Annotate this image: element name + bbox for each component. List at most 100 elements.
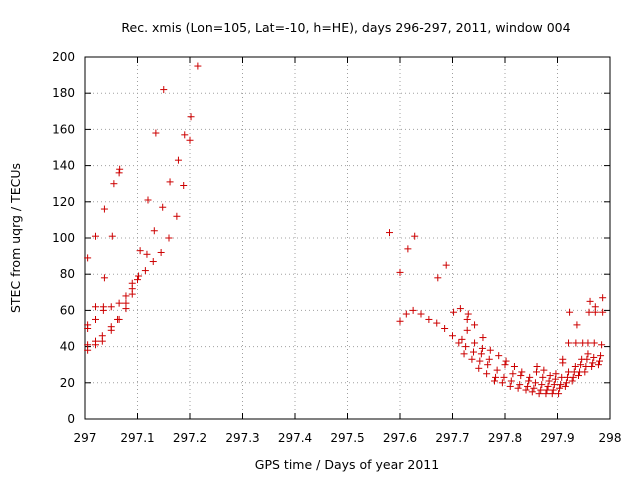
data-point bbox=[187, 113, 195, 121]
data-point bbox=[573, 321, 581, 329]
y-tick-label: 140 bbox=[52, 159, 75, 173]
data-point bbox=[159, 203, 167, 211]
data-point bbox=[456, 305, 464, 313]
data-point bbox=[165, 234, 173, 242]
data-point bbox=[92, 232, 99, 240]
data-point bbox=[462, 343, 470, 351]
x-tick-label: 297.9 bbox=[540, 431, 574, 445]
data-point bbox=[524, 382, 532, 390]
data-point bbox=[525, 377, 533, 385]
data-point bbox=[449, 332, 456, 340]
data-point bbox=[84, 341, 92, 349]
y-tick-label: 80 bbox=[60, 267, 75, 281]
data-point bbox=[543, 386, 551, 394]
data-point bbox=[485, 355, 493, 363]
data-point bbox=[589, 359, 597, 367]
data-point bbox=[157, 248, 165, 256]
data-point bbox=[411, 232, 419, 240]
data-point bbox=[585, 308, 593, 316]
data-point bbox=[596, 357, 603, 365]
x-tick-label: 297 bbox=[74, 431, 97, 445]
data-point bbox=[84, 254, 92, 262]
x-tick-label: 297.7 bbox=[435, 431, 469, 445]
data-point bbox=[562, 379, 570, 387]
data-point bbox=[599, 294, 607, 302]
data-point bbox=[517, 372, 525, 380]
data-point bbox=[404, 245, 412, 253]
data-point bbox=[434, 274, 442, 282]
y-tick-label: 200 bbox=[52, 50, 75, 64]
data-point bbox=[450, 308, 458, 316]
data-point bbox=[533, 363, 541, 371]
data-point bbox=[442, 261, 450, 269]
data-point bbox=[180, 182, 188, 190]
data-point bbox=[542, 390, 550, 398]
data-point bbox=[492, 373, 500, 381]
data-point bbox=[565, 339, 573, 347]
data-point bbox=[493, 366, 501, 374]
x-tick-label: 297.5 bbox=[330, 431, 364, 445]
data-point bbox=[144, 196, 152, 204]
data-point bbox=[98, 332, 106, 340]
data-point bbox=[107, 303, 115, 311]
data-point bbox=[555, 390, 563, 398]
data-point bbox=[549, 386, 557, 394]
chart-title: Rec. xmis (Lon=105, Lat=-10, h=HE), days… bbox=[121, 20, 570, 35]
data-point bbox=[561, 382, 569, 390]
data-point bbox=[152, 129, 160, 137]
data-point bbox=[598, 341, 606, 349]
data-point bbox=[486, 346, 494, 354]
data-point bbox=[507, 377, 515, 385]
data-point bbox=[468, 355, 476, 363]
data-point bbox=[460, 350, 468, 358]
data-point bbox=[522, 386, 530, 394]
data-point bbox=[478, 344, 486, 352]
data-point bbox=[463, 315, 471, 323]
data-point bbox=[583, 355, 591, 363]
data-point bbox=[557, 381, 565, 389]
data-point bbox=[100, 274, 108, 282]
data-point bbox=[100, 205, 108, 213]
x-tick-label: 297.2 bbox=[173, 431, 207, 445]
y-tick-label: 0 bbox=[67, 412, 75, 426]
data-point bbox=[479, 334, 487, 342]
plot-frame bbox=[84, 56, 611, 420]
data-point bbox=[548, 390, 556, 398]
data-point bbox=[116, 165, 124, 173]
data-point bbox=[122, 299, 130, 307]
data-point bbox=[402, 310, 410, 318]
data-point bbox=[122, 292, 130, 300]
data-point bbox=[417, 310, 425, 318]
data-point bbox=[566, 308, 574, 316]
data-point bbox=[590, 353, 598, 361]
data-point bbox=[92, 337, 99, 345]
x-tick-label: 297.6 bbox=[383, 431, 417, 445]
data-point bbox=[433, 319, 441, 327]
data-point bbox=[518, 368, 526, 376]
data-point bbox=[597, 352, 605, 360]
data-point bbox=[544, 382, 552, 390]
data-point bbox=[92, 303, 99, 311]
data-point bbox=[128, 279, 136, 287]
data-point bbox=[509, 370, 517, 378]
data-point bbox=[551, 375, 559, 383]
y-tick-label: 180 bbox=[52, 86, 75, 100]
data-point bbox=[386, 229, 393, 237]
data-point bbox=[181, 131, 189, 139]
data-point bbox=[396, 268, 404, 276]
data-point bbox=[575, 372, 582, 380]
data-point bbox=[538, 381, 546, 389]
data-point bbox=[409, 306, 417, 314]
data-point bbox=[425, 315, 433, 323]
data-point bbox=[599, 308, 607, 316]
data-point bbox=[115, 169, 123, 177]
data-point bbox=[571, 363, 579, 371]
data-point bbox=[476, 357, 484, 365]
data-point bbox=[166, 178, 174, 186]
x-tick-label: 297.4 bbox=[278, 431, 312, 445]
data-point bbox=[186, 136, 194, 144]
data-point bbox=[441, 325, 449, 332]
data-point bbox=[483, 370, 491, 378]
